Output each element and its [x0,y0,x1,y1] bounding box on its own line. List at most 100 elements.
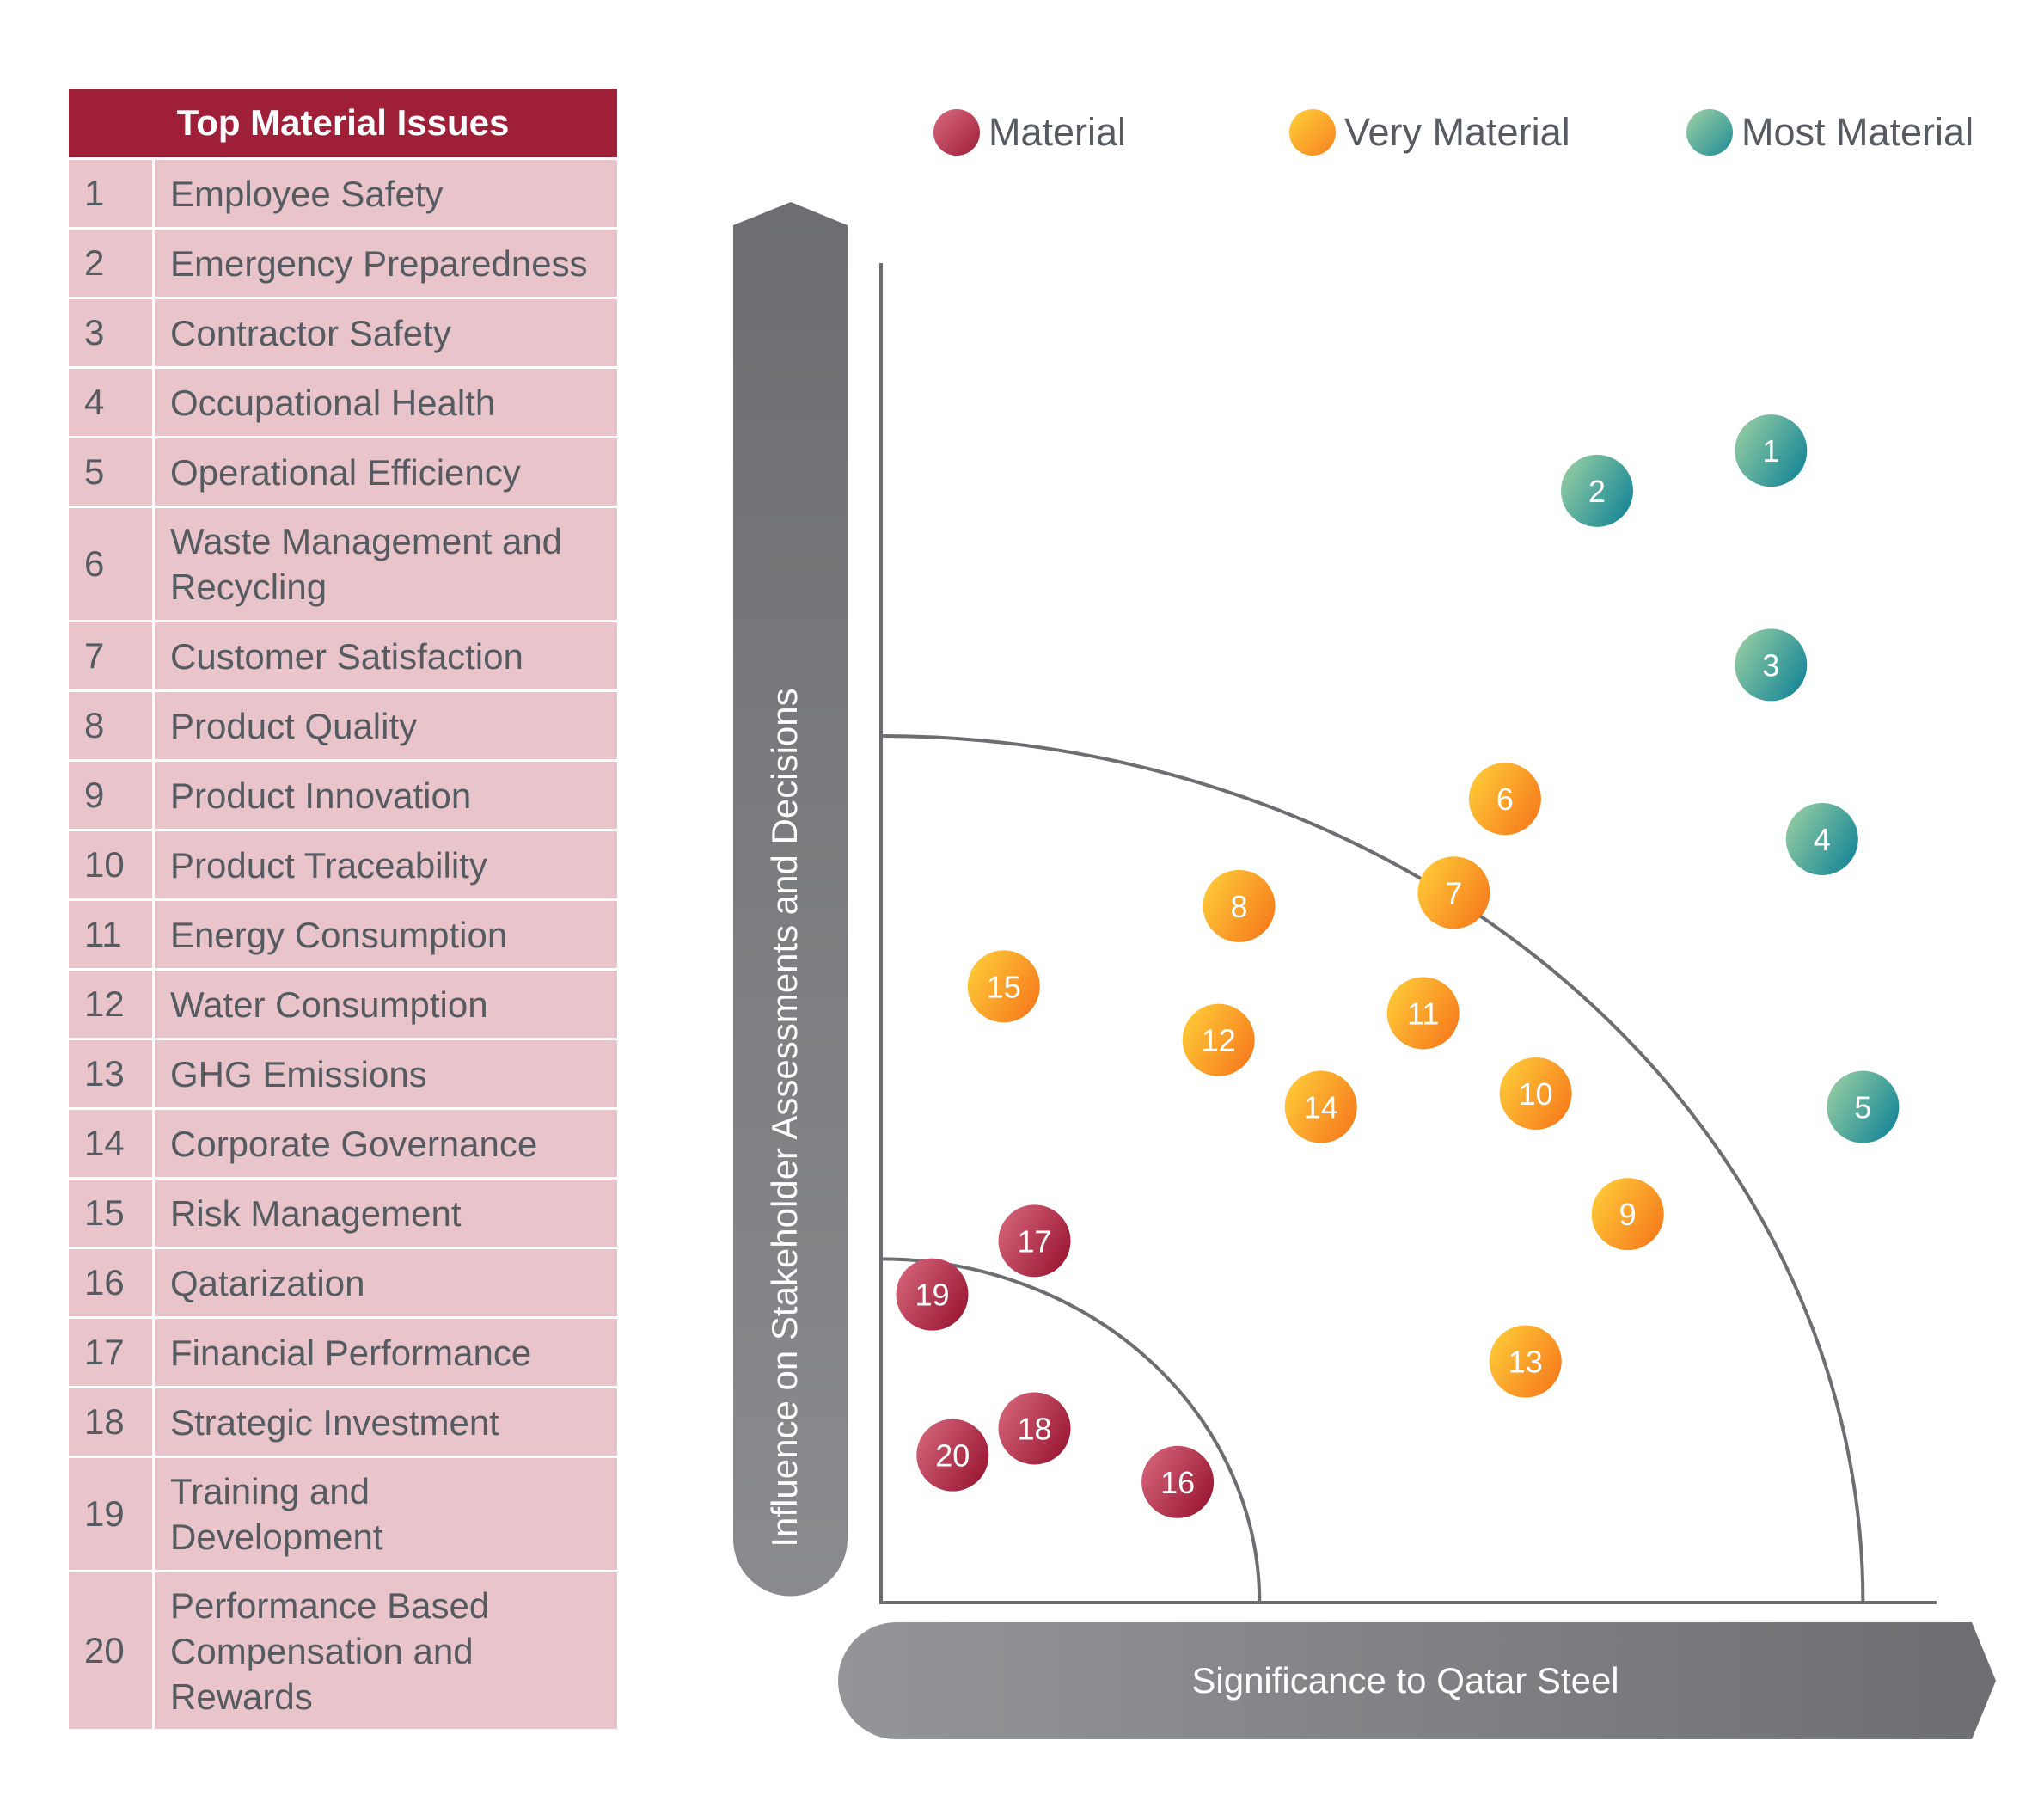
y-axis-label: Influence on Stakeholder Assessments and… [764,688,805,1548]
table-row: 19 Training and Development [69,1456,617,1570]
legend-item-very-material: Very Material [1289,109,1570,156]
issue-number: 16 [69,1249,155,1316]
table-row: 9 Product Innovation [69,759,617,829]
y-axis-arrow [733,202,848,1597]
point-marker [1203,869,1276,942]
point-label: 16 [1160,1465,1195,1500]
point-label: 8 [1230,889,1247,924]
issue-name: Corporate Governance [170,1123,538,1164]
table-row: 1 Employee Safety [69,157,617,227]
data-point-2: 2 [1561,454,1633,527]
point-label: 14 [1304,1090,1338,1125]
issue-number: 12 [69,971,155,1038]
point-label: 10 [1519,1076,1553,1112]
issue-name: Strategic Investment [170,1401,499,1443]
point-marker [1417,856,1490,929]
issue-name: Qatarization [170,1262,365,1303]
legend-label-most-material: Most Material [1741,110,1974,154]
issues-table: Top Material Issues 1 Employee Safety 2 Eme… [69,89,617,1729]
point-label: 19 [915,1278,949,1313]
issue-number: 5 [69,438,155,506]
issue-name: Performance Based Compensation and Rewar… [170,1584,490,1717]
table-row: 18 Strategic Investment [69,1386,617,1456]
table-row: 17 Financial Performance [69,1316,617,1386]
table-row: 11 Energy Consumption [69,898,617,968]
table-row: 2 Emergency Preparedness [69,227,617,297]
table-row: 16 Qatarization [69,1247,617,1316]
issue-number: 19 [69,1458,155,1570]
table-row: 3 Contractor Safety [69,297,617,366]
issue-name: Product Traceability [170,844,487,886]
issue-number: 8 [69,692,155,759]
data-point-15: 15 [967,950,1040,1023]
issue-number: 7 [69,622,155,689]
issue-number: 2 [69,230,155,297]
data-point-13: 13 [1489,1325,1562,1398]
issue-number: 9 [69,762,155,829]
legend-item-most-material: Most Material [1686,109,1974,156]
x-axis-label: Significance to Qatar Steel [1191,1660,1619,1701]
point-label: 12 [1202,1023,1236,1058]
issue-name: Emergency Preparedness [170,242,588,284]
point-label: 13 [1509,1345,1543,1380]
point-label: 18 [1017,1411,1051,1446]
issue-number: 13 [69,1040,155,1107]
issue-name: Employee Safety [170,173,444,214]
point-marker [967,950,1040,1023]
legend-dot-very-material [1289,109,1336,156]
threshold-arc [880,1257,1262,1603]
point-label: 4 [1814,822,1831,857]
issue-name: Energy Consumption [170,914,508,955]
issue-number: 3 [69,299,155,366]
point-label: 17 [1017,1223,1051,1259]
point-label: 5 [1854,1090,1871,1125]
data-point-10: 10 [1499,1057,1572,1130]
point-label: 2 [1588,474,1606,509]
issue-name: Water Consumption [170,984,488,1025]
issue-name: Contractor Safety [170,312,451,353]
issue-number: 1 [69,160,155,227]
issue-number: 15 [69,1180,155,1247]
point-marker [1735,628,1808,702]
data-point-5: 5 [1827,1070,1900,1143]
x-axis-arrow [838,1622,1996,1739]
table-row: 15 Risk Management [69,1177,617,1247]
data-point-1: 1 [1735,414,1808,487]
data-point-16: 16 [1141,1445,1215,1518]
point-marker [1182,1003,1255,1076]
table-row: 4 Occupational Health [69,366,617,436]
x-axis-caption: Significance to Qatar Steel [838,1622,1973,1739]
point-marker [1284,1070,1357,1143]
data-point-9: 9 [1591,1178,1664,1251]
issue-name: Financial Performance [170,1332,532,1373]
data-point-4: 4 [1785,802,1858,875]
point-marker [916,1419,989,1492]
table-row: 8 Product Quality [69,689,617,759]
table-row: 7 Customer Satisfaction [69,620,617,689]
point-marker [896,1258,969,1331]
data-point-14: 14 [1284,1070,1357,1143]
table-row: 13 GHG Emissions [69,1038,617,1107]
issue-name: Customer Satisfaction [170,635,523,677]
point-marker [998,1204,1071,1278]
issue-name: Waste Management and Recycling [170,521,563,607]
issue-number: 20 [69,1572,155,1729]
point-marker [1591,1178,1664,1251]
issue-name: Risk Management [170,1192,462,1234]
issue-name: Operational Efficiency [170,451,521,493]
point-label: 9 [1619,1197,1637,1232]
point-label: 3 [1762,647,1779,683]
point-label: 11 [1407,996,1439,1031]
point-marker [1785,802,1858,875]
data-point-18: 18 [998,1392,1071,1465]
threshold-arc [880,734,1865,1603]
issue-name: Product Quality [170,705,418,746]
threshold-arcs [880,734,1865,1603]
issue-name: Product Innovation [170,775,472,816]
issue-number: 10 [69,831,155,898]
point-marker [1735,414,1808,487]
point-marker [1561,454,1633,527]
data-point-12: 12 [1182,1003,1255,1076]
